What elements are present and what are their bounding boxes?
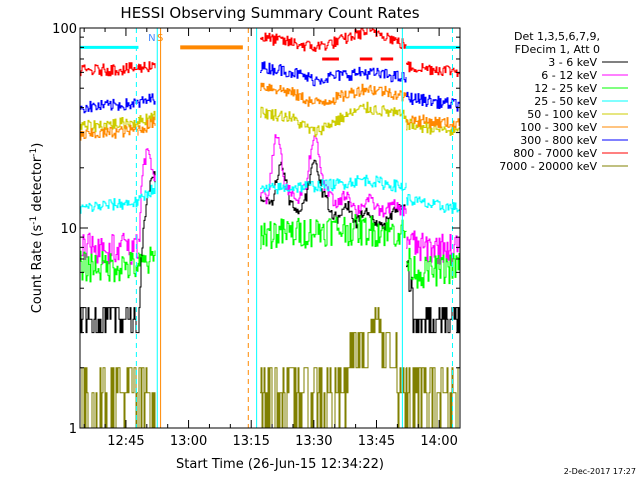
series-0-segment-0 xyxy=(80,307,138,334)
axes: 12:45 13:00 13:15 13:30 13:45 14:00 1 10 100 xyxy=(52,22,461,449)
y-axis-label-close: ) xyxy=(30,143,45,148)
series-8-segment-3 xyxy=(406,367,460,429)
series-3-segment-3 xyxy=(406,194,461,214)
y-axis-label-sup-2: -1 xyxy=(29,148,39,157)
legend-header-1: FDecim 1, Att 0 xyxy=(515,43,600,56)
legend-header-0: Det 1,3,5,6,7,9, xyxy=(514,30,600,43)
data-marks xyxy=(80,27,461,429)
y-axis-label-main: Count Rate (s xyxy=(30,225,45,314)
series-2 xyxy=(80,214,461,289)
series-4 xyxy=(80,101,461,138)
series-8 xyxy=(80,307,460,429)
series-6-segment-3 xyxy=(406,91,461,112)
series-7-segment-0 xyxy=(80,62,139,77)
legend-label-3: 25 - 50 keV xyxy=(534,95,597,108)
series-5-segment-2 xyxy=(260,82,407,107)
legend-label-6: 300 - 800 keV xyxy=(520,134,597,147)
x-tick-label-2: 13:15 xyxy=(232,434,269,449)
legend-label-8: 7000 - 20000 keV xyxy=(499,160,597,173)
y-axis-label-sup-1: -1 xyxy=(29,216,39,225)
flag-marker-1: S xyxy=(157,33,163,44)
footer-date: 2-Dec-2017 17:27 xyxy=(564,467,636,476)
series-3-segment-1 xyxy=(138,182,156,201)
series-6-segment-0 xyxy=(80,98,139,114)
legend-label-4: 50 - 100 keV xyxy=(527,108,597,121)
chart-title: HESSI Observing Summary Count Rates xyxy=(120,4,419,22)
series-5 xyxy=(80,82,461,141)
series-5-segment-1 xyxy=(138,116,156,134)
series-6-segment-2 xyxy=(260,61,407,87)
series-2-segment-1 xyxy=(138,246,156,274)
x-tick-label-4: 13:45 xyxy=(358,434,395,449)
y-tick-label-2: 100 xyxy=(52,22,77,37)
series-2-segment-2 xyxy=(260,214,407,250)
x-tick-label-0: 12:45 xyxy=(107,434,144,449)
series-6 xyxy=(80,61,461,114)
y-tick-label-1: 10 xyxy=(60,222,77,237)
x-axis-label: Start Time (26-Jun-15 12:34:22) xyxy=(176,457,384,472)
series-4-segment-3 xyxy=(406,118,461,136)
series-7-segment-2 xyxy=(260,27,407,52)
legend-label-5: 100 - 300 keV xyxy=(520,121,597,134)
series-5-segment-0 xyxy=(80,124,139,141)
series-8-segment-0 xyxy=(80,367,138,429)
series-2-segment-0 xyxy=(80,250,139,283)
x-tick-label-1: 13:00 xyxy=(170,434,207,449)
legend-label-2: 12 - 25 keV xyxy=(534,82,597,95)
series-4-segment-2 xyxy=(260,101,407,138)
series-8-segment-1 xyxy=(138,367,156,429)
series-4-segment-0 xyxy=(80,117,139,133)
series-6-segment-1 xyxy=(138,93,156,108)
series-0-segment-1 xyxy=(138,171,156,334)
series-0-segment-2 xyxy=(260,159,407,231)
series-1-segment-0 xyxy=(80,232,139,265)
legend-label-0: 3 - 6 keV xyxy=(548,56,597,69)
legend-label-7: 800 - 7000 keV xyxy=(513,147,597,160)
x-tick-label-5: 14:00 xyxy=(420,434,457,449)
y-tick-label-0: 1 xyxy=(69,422,77,437)
series-1-segment-2 xyxy=(260,134,407,218)
series-3-segment-2 xyxy=(260,174,407,195)
series-2-segment-3 xyxy=(406,247,461,289)
series-0-segment-3 xyxy=(406,260,460,334)
y-axis-label: Count Rate (s-1 detector-1) xyxy=(29,143,45,314)
series-0 xyxy=(80,159,460,334)
series-5-segment-3 xyxy=(406,114,461,131)
x-tick-label-3: 13:30 xyxy=(295,434,332,449)
series-7 xyxy=(80,27,461,77)
series-8-segment-2 xyxy=(260,307,407,429)
series-3-segment-0 xyxy=(80,196,139,214)
y-axis-label-rest: detector xyxy=(30,156,45,216)
series-7-segment-3 xyxy=(406,61,461,77)
series-3 xyxy=(80,174,461,214)
legend: Det 1,3,5,6,7,9,FDecim 1, Att 03 - 6 keV… xyxy=(499,30,628,173)
legend-label-1: 6 - 12 keV xyxy=(541,69,597,82)
flag-marker-0: N xyxy=(148,33,155,44)
series-7-segment-1 xyxy=(138,61,156,73)
